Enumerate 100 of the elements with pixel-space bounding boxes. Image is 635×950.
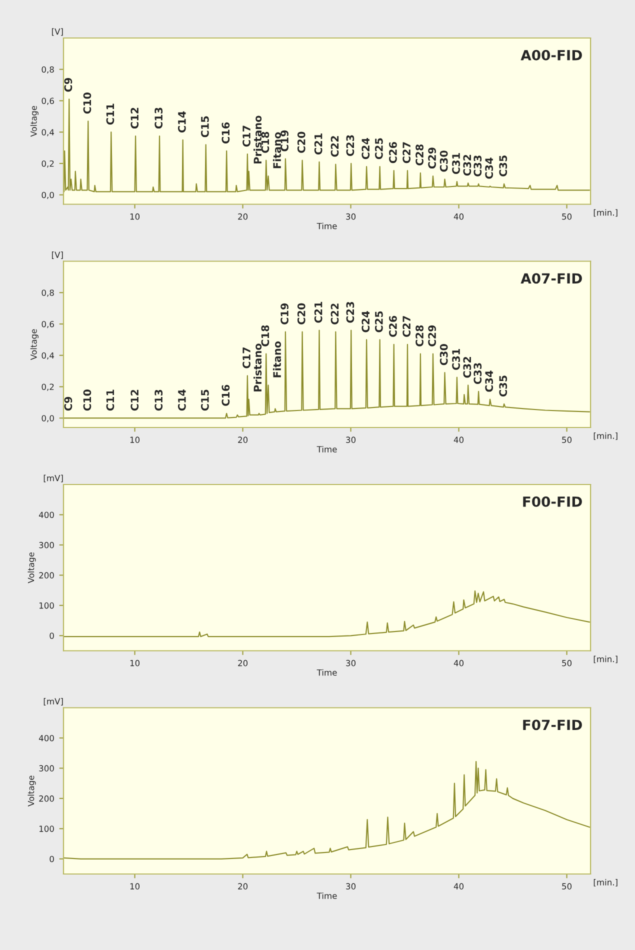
y-axis-title: Voltage	[30, 329, 38, 360]
annotation: C12	[130, 390, 139, 411]
annotation: C30	[440, 344, 448, 366]
annotation: C12	[130, 108, 139, 129]
annotation: C9	[64, 78, 72, 92]
annotation: C28	[416, 325, 424, 346]
y-tick-label: 0,8	[42, 290, 54, 297]
annotation: Fitano	[272, 132, 282, 168]
annotation: C26	[389, 316, 397, 337]
annotation: C35	[499, 376, 508, 397]
y-tick-label: 200	[39, 572, 54, 578]
x-tick-label: 50	[562, 436, 572, 443]
text: [min.]	[594, 656, 618, 664]
annotation: Pristano	[254, 344, 262, 392]
x-axis-title: Time	[316, 446, 337, 452]
annotation: C10	[83, 92, 92, 114]
annotation: C31	[452, 153, 460, 174]
text: [V]	[52, 252, 63, 259]
x-tick-label: 50	[562, 660, 572, 666]
annotation: C23	[346, 302, 354, 323]
annotation: C11	[106, 104, 114, 125]
x-axis-title: Time	[316, 669, 337, 676]
y-tick-label: 200	[39, 795, 54, 802]
y-tick-label: 0,0	[42, 192, 54, 199]
annotation: C10	[83, 390, 92, 411]
annotation: C16	[222, 384, 230, 406]
x-tick-label: 10	[130, 883, 140, 890]
text: [min.]	[594, 209, 618, 217]
annotation: C35	[499, 156, 508, 176]
x-tick-label: 20	[238, 436, 248, 443]
annotation: C21	[314, 134, 322, 154]
annotation: C34	[485, 370, 494, 392]
annotation: C21	[314, 302, 322, 323]
y-tick-label: 0,0	[42, 415, 54, 422]
text: F07-FID	[523, 720, 582, 730]
annotation: C9	[64, 396, 72, 411]
x-axis-title: Time	[316, 892, 337, 899]
line-series	[64, 761, 590, 860]
x-tick-label: 30	[346, 883, 356, 890]
annotation: C23	[346, 135, 354, 156]
annotation: C18	[261, 132, 270, 153]
x-tick-label: 40	[454, 883, 464, 890]
annotation: C17	[242, 126, 250, 147]
annotation: C22	[330, 304, 339, 324]
annotation: C20	[297, 303, 306, 324]
x-tick-label: 50	[562, 213, 572, 220]
annotation: C33	[474, 156, 482, 176]
x-tick-label: 40	[454, 660, 464, 666]
x-tick-label: 50	[562, 883, 572, 890]
annotation: C25	[374, 311, 383, 332]
annotation: C13	[154, 108, 163, 129]
x-tick-label: 40	[454, 213, 464, 220]
x-axis-title: Time	[316, 222, 337, 230]
annotation: C24	[362, 138, 370, 160]
annotation: C19	[280, 130, 288, 152]
line-series	[64, 590, 590, 638]
y-tick-label: 0,2	[42, 384, 54, 391]
x-tick-label: 30	[346, 660, 356, 666]
annotation: C18	[261, 325, 270, 346]
annotation: C32	[463, 356, 472, 378]
annotation: C26	[389, 142, 397, 164]
annotation: C17	[242, 347, 250, 368]
y-tick-label: 100	[39, 826, 54, 832]
y-axis-title: Voltage	[28, 776, 36, 806]
annotation: C15	[200, 390, 209, 411]
x-tick-label: 40	[454, 436, 464, 443]
x-tick-label: 30	[346, 436, 356, 443]
y-tick-label: 0	[50, 632, 54, 639]
annotation: C27	[402, 316, 411, 337]
x-tick-label: 20	[238, 213, 248, 220]
x-tick-label: 20	[238, 883, 248, 890]
text: [min.]	[594, 432, 618, 440]
y-tick-label: 0,6	[42, 98, 54, 105]
x-tick-label: 10	[130, 660, 140, 666]
text: [mV]	[44, 474, 63, 482]
y-axis-title: Voltage	[28, 552, 36, 584]
y-tick-label: 300	[39, 765, 54, 772]
annotation: C24	[362, 311, 370, 332]
text: F00-FID	[523, 496, 582, 507]
y-tick-label: 0,2	[42, 160, 54, 168]
annotation: C11	[106, 390, 114, 411]
annotation: C30	[440, 150, 448, 172]
y-tick-label: 0,8	[42, 66, 54, 74]
y-tick-label: 400	[38, 512, 54, 518]
annotation: C14	[178, 111, 186, 132]
y-axis-title: Voltage	[30, 106, 38, 137]
annotation: C32	[463, 154, 472, 176]
annotation: C22	[330, 136, 339, 157]
annotation: Pristano	[254, 116, 262, 164]
y-tick-label: 300	[39, 542, 54, 548]
y-tick-label: 0,6	[42, 320, 54, 328]
x-tick-label: 20	[238, 660, 248, 666]
annotation: C13	[154, 390, 163, 411]
annotation: C14	[178, 389, 186, 411]
text: A00-FID	[520, 50, 582, 60]
text: [mV]	[44, 698, 63, 706]
y-tick-label: 400	[38, 734, 54, 742]
y-tick-label: 0	[50, 856, 54, 862]
annotation: C15	[200, 116, 209, 138]
annotation: C33	[474, 363, 482, 384]
